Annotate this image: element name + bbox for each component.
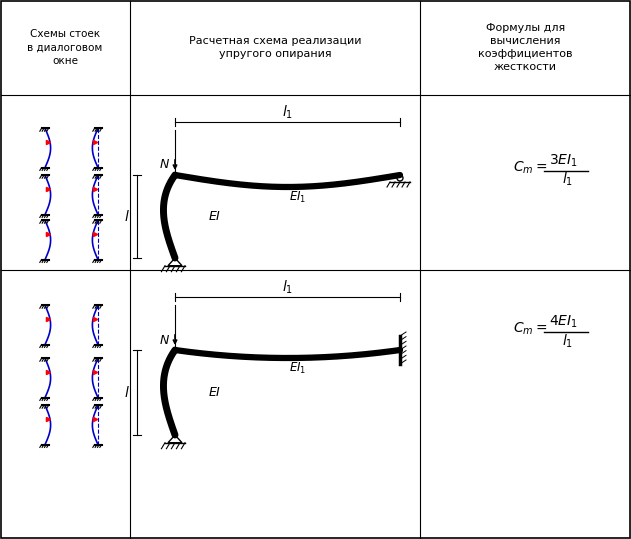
- Text: $N$: $N$: [160, 158, 170, 171]
- Text: $EI$: $EI$: [208, 386, 221, 399]
- Text: $EI_1$: $EI_1$: [289, 361, 306, 376]
- Text: $3EI_1$: $3EI_1$: [549, 153, 578, 169]
- Text: $l_1$: $l_1$: [282, 278, 293, 296]
- Text: $l_1$: $l_1$: [282, 103, 293, 121]
- Text: $EI_1$: $EI_1$: [289, 189, 306, 204]
- Text: $l_1$: $l_1$: [562, 332, 573, 350]
- Text: Схемы стоек
в диалоговом
окне: Схемы стоек в диалоговом окне: [27, 29, 103, 66]
- Text: $l$: $l$: [124, 385, 130, 400]
- Text: $l$: $l$: [124, 209, 130, 224]
- Text: $EI$: $EI$: [208, 210, 221, 223]
- Text: $l_1$: $l_1$: [562, 171, 573, 188]
- Text: $4EI_1$: $4EI_1$: [549, 314, 578, 330]
- Text: $N$: $N$: [160, 334, 170, 347]
- Text: Расчетная схема реализации
упругого опирания: Расчетная схема реализации упругого опир…: [189, 36, 362, 59]
- Text: $C_m=$: $C_m=$: [513, 321, 548, 337]
- Text: Формулы для
вычисления
коэффициентов
жесткости: Формулы для вычисления коэффициентов жес…: [478, 23, 573, 72]
- Text: $C_m=$: $C_m=$: [513, 160, 548, 176]
